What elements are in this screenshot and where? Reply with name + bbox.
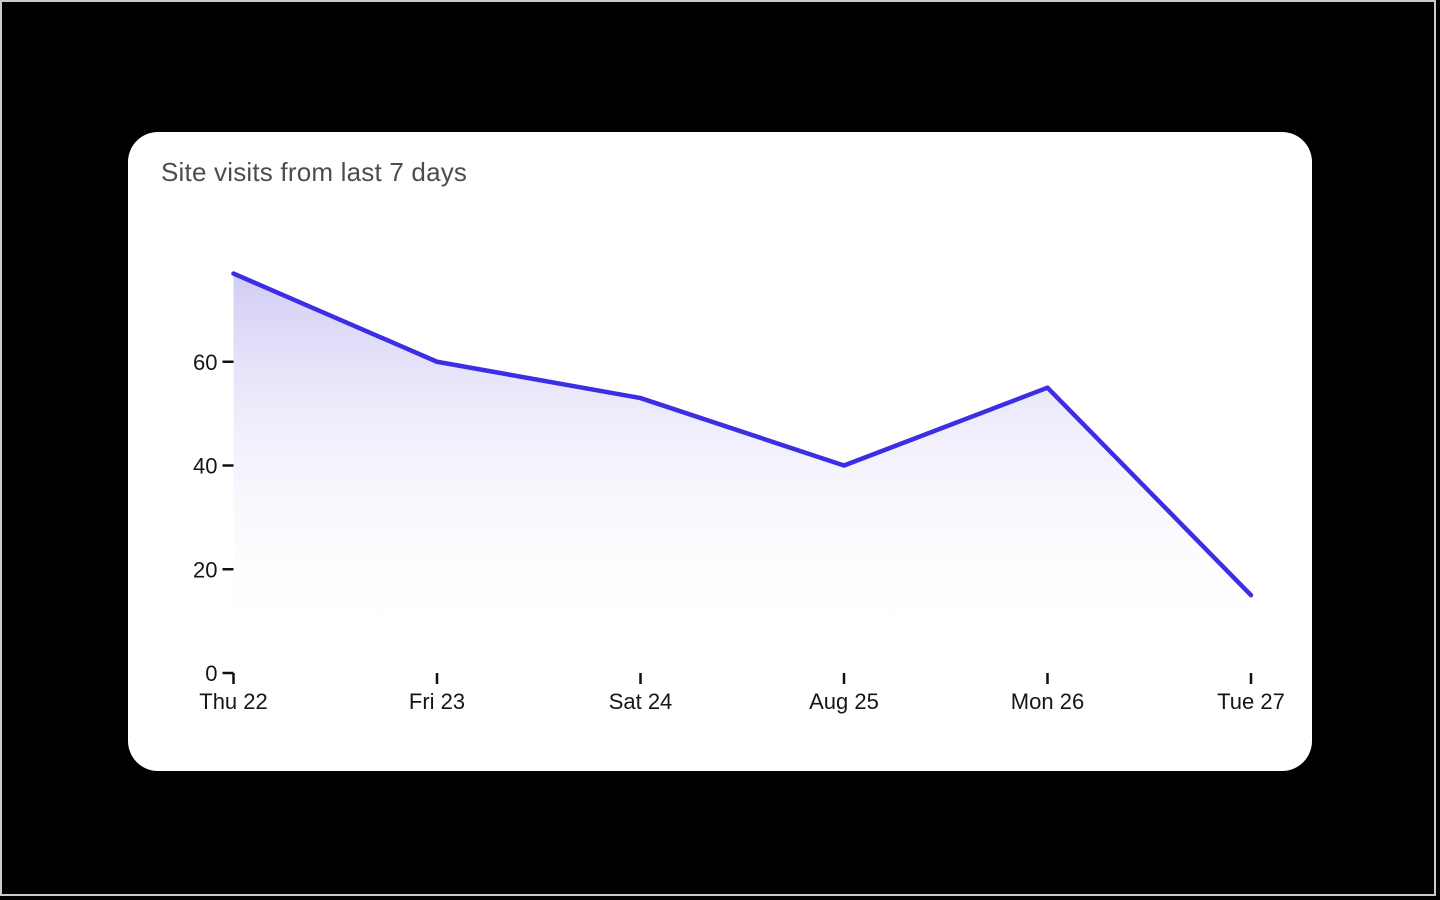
x-tick-label: Mon 26 (1011, 689, 1084, 714)
trend-line (231, 271, 1254, 598)
x-tick-label: Sat 24 (609, 689, 673, 714)
area-fill (233, 273, 1251, 673)
x-tick-label: Aug 25 (809, 689, 879, 714)
chart-title: Site visits from last 7 days (161, 157, 468, 187)
site-visits-area-chart: 0 20 40 60 Thu 22 Fri 23 Sat 24 Aug 25 Mon 26 Tue… (193, 271, 1285, 714)
y-tick-label: 40 (193, 454, 217, 479)
x-tick-label: Tue 27 (1217, 689, 1285, 714)
site-visits-card: Site visits from last 7 days 0 20 40 60 Thu … (128, 132, 1312, 771)
x-tick-label: Thu 22 (199, 689, 268, 714)
y-tick-label: 60 (193, 350, 217, 375)
y-tick-label: 20 (193, 557, 217, 582)
y-tick-label: 0 (205, 661, 217, 686)
x-tick-label: Fri 23 (409, 689, 465, 714)
